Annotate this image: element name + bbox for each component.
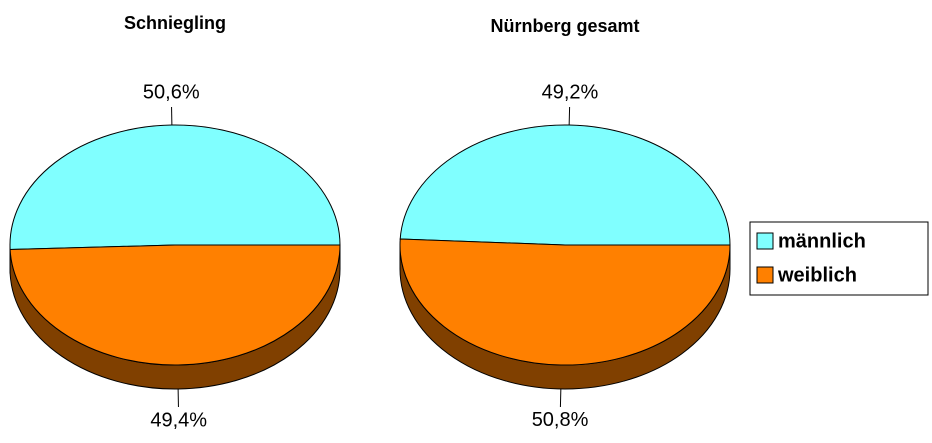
legend-label: männlich [778, 230, 866, 252]
chart-title: Schniegling [124, 13, 226, 33]
legend-box [749, 221, 929, 296]
legend-label: weiblich [777, 264, 857, 286]
data-label: 50,8% [532, 409, 589, 431]
data-label: 49,2% [542, 81, 599, 103]
pie-slice [399, 124, 731, 246]
pie-slice [9, 244, 341, 366]
chart-title: Nürnberg gesamt [490, 16, 639, 36]
pie-slice [399, 238, 731, 366]
data-label: 50,6% [143, 81, 200, 103]
data-label: 49,4% [150, 409, 207, 431]
legend-swatch [756, 266, 774, 284]
pie-slice [9, 124, 341, 251]
legend-swatch [756, 232, 774, 250]
